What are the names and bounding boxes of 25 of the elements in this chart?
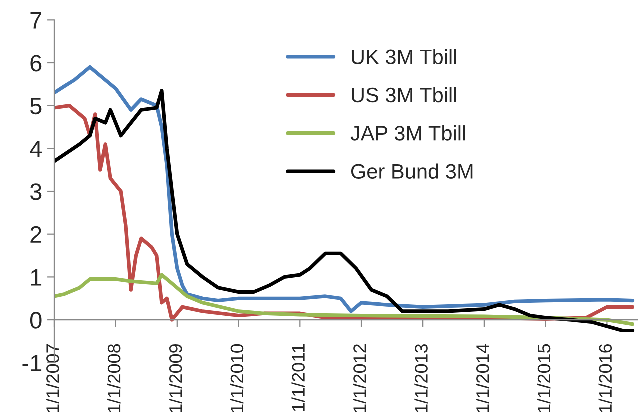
legend-label: US 3M Tbill xyxy=(352,87,456,103)
y-tick-label: 0 xyxy=(30,312,42,329)
x-tick-label: 1/1/2014 xyxy=(476,344,490,413)
y-tick-label: 5 xyxy=(30,98,42,115)
y-tick-label: -1 xyxy=(22,355,42,372)
x-tick-label: 1/1/2007 xyxy=(46,344,60,413)
line-series xyxy=(54,65,635,314)
y-tick-label: 4 xyxy=(30,140,42,158)
y-tick-label: 6 xyxy=(30,55,42,72)
x-tick-label: 1/1/2011 xyxy=(292,344,305,412)
line-series xyxy=(54,273,635,326)
y-tick-label: 3 xyxy=(30,184,42,200)
x-tick-label: 1/1/2015 xyxy=(537,344,551,413)
x-tick-label: 1/1/2013 xyxy=(414,344,428,413)
y-tick-label: 2 xyxy=(30,226,42,243)
legend-label: Ger Bund 3M xyxy=(351,164,473,180)
x-tick-label: 1/1/2008 xyxy=(107,344,121,413)
y-tick-label: 7 xyxy=(30,12,42,29)
x-tick-label: 1/1/2009 xyxy=(168,344,182,413)
legend-label: UK 3M Tbill xyxy=(352,49,456,64)
x-tick-label: 1/1/2012 xyxy=(353,344,366,413)
legend-label: JAP 3M Tbill xyxy=(350,126,466,141)
x-tick-label: 1/1/2016 xyxy=(598,344,612,413)
x-tick-label: 1/1/2010 xyxy=(230,344,244,413)
y-tick-label: 1 xyxy=(31,270,42,286)
